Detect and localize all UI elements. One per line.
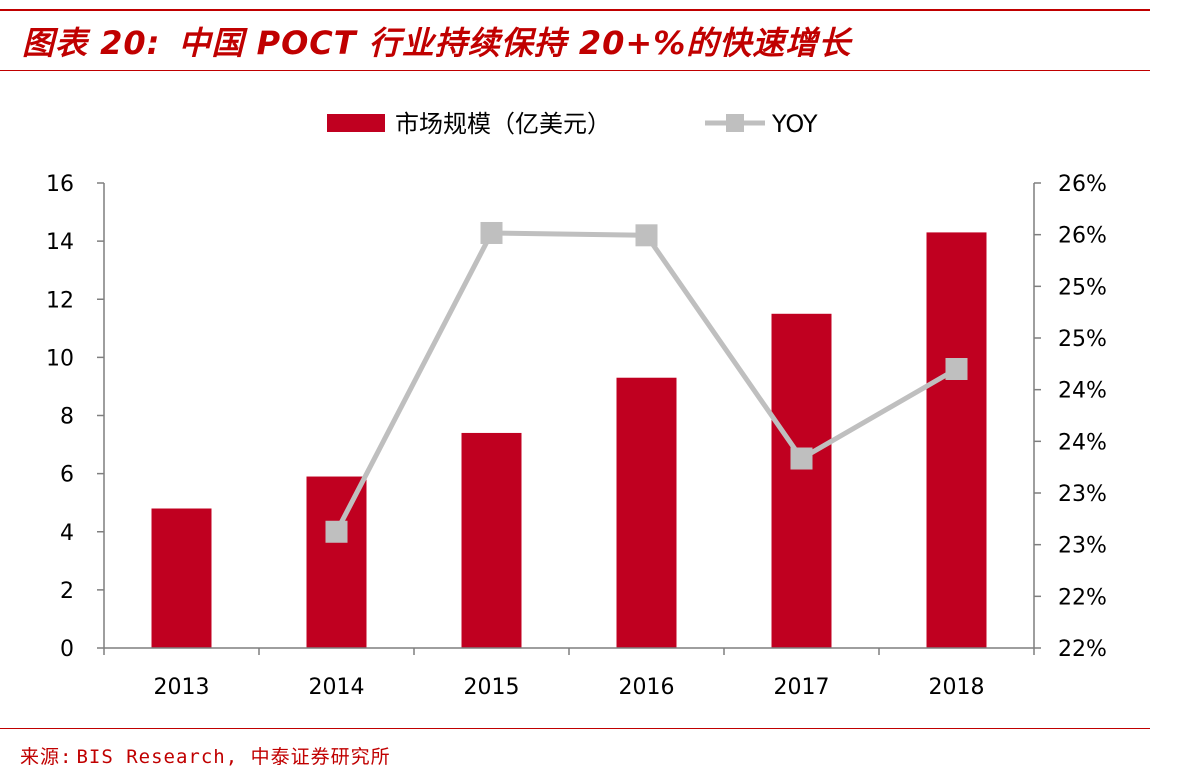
- figure-label: 图表 20:: [22, 24, 161, 62]
- bars: [151, 232, 987, 648]
- right-tick-label: 23%: [1058, 534, 1107, 559]
- source-note: 来源: BIS Research, 中泰证券研究所: [20, 742, 391, 769]
- yoy-point-2015: [480, 221, 503, 244]
- source-label: 来源:: [20, 746, 73, 768]
- legend-swatch-bar: [327, 114, 385, 132]
- chart: 市场规模（亿美元） YOY 0 2 4 6 8 10 12 14 16 22% 22% 23% 23% 2…: [46, 110, 1107, 700]
- x-tick-label: 2018: [929, 675, 985, 700]
- figure-title: 图表 20: 中国 POCT 行业持续保持 20+%的快速增长: [22, 18, 851, 64]
- left-tick-label: 10: [46, 346, 74, 371]
- left-tick-label: 16: [46, 172, 74, 197]
- x-tick-label: 2013: [154, 675, 210, 700]
- left-tick-label: 12: [46, 288, 74, 313]
- x-tick-label: 2014: [309, 675, 365, 700]
- yoy-point-2016: [635, 224, 658, 247]
- yoy-point-2018: [945, 358, 968, 380]
- right-tick-label: 23%: [1058, 482, 1107, 507]
- left-tick-label: 2: [60, 579, 74, 604]
- title-rule: [0, 70, 1150, 71]
- right-tick-label: 26%: [1058, 172, 1107, 197]
- page-title: 中国 POCT 行业持续保持 20+%的快速增长: [178, 24, 852, 62]
- right-tick-label: 25%: [1058, 275, 1107, 300]
- bar-2017: [771, 313, 832, 648]
- right-tick-label: 25%: [1058, 327, 1107, 352]
- x-tick-label: 2016: [619, 675, 675, 700]
- right-tick-label: 22%: [1058, 637, 1107, 662]
- source-text: BIS Research, 中泰证券研究所: [76, 746, 391, 768]
- left-tick-label: 4: [60, 521, 74, 546]
- axes: 0 2 4 6 8 10 12 14 16 22% 22% 23% 23% 24% 24% 25% 25% 26%…: [46, 172, 1107, 700]
- legend-swatch-marker: [726, 114, 744, 132]
- yoy-point-2014: [325, 520, 348, 543]
- right-tick-label: 24%: [1058, 379, 1107, 404]
- bar-2018: [926, 232, 987, 648]
- bar-2014: [306, 476, 367, 648]
- bar-2013: [151, 508, 212, 648]
- bar-2016: [616, 377, 677, 648]
- legend: 市场规模（亿美元） YOY: [327, 110, 818, 138]
- bar-2015: [461, 432, 522, 648]
- yoy-point-2017: [790, 447, 813, 470]
- x-tick-label: 2017: [774, 675, 830, 700]
- legend-label-bar: 市场规模（亿美元）: [395, 110, 611, 138]
- top-rule: [0, 9, 1150, 11]
- left-tick-label: 8: [60, 405, 74, 430]
- bottom-rule: [0, 728, 1150, 729]
- right-tick-label: 22%: [1058, 585, 1107, 610]
- right-tick-label: 26%: [1058, 224, 1107, 249]
- legend-label-line: YOY: [771, 110, 818, 138]
- right-tick-label: 24%: [1058, 430, 1107, 455]
- yoy-line: [325, 221, 968, 543]
- left-tick-label: 0: [60, 637, 74, 662]
- left-tick-label: 6: [60, 463, 74, 488]
- x-tick-label: 2015: [464, 675, 520, 700]
- left-tick-label: 14: [46, 230, 74, 255]
